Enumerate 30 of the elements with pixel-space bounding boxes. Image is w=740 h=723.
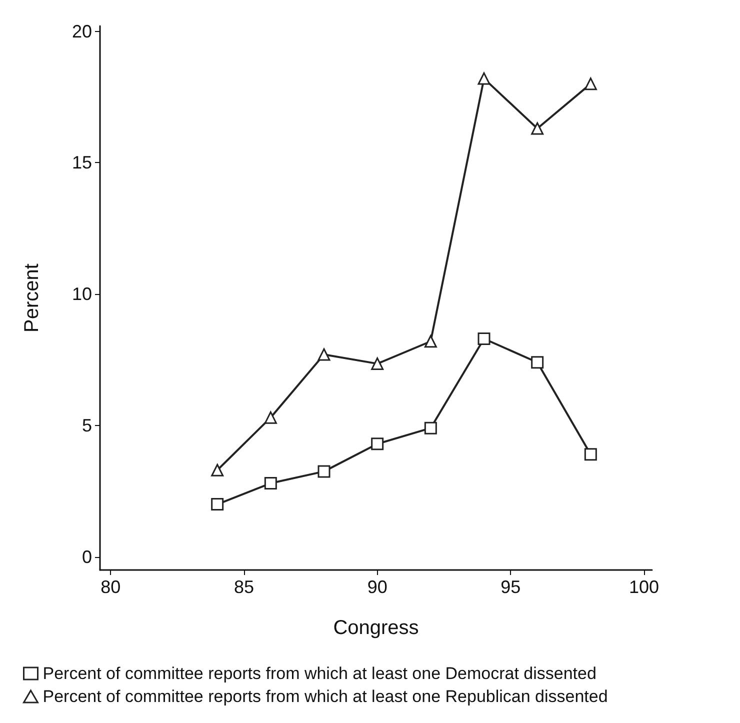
point: [371, 438, 384, 450]
point: [531, 122, 544, 135]
point: [584, 448, 597, 461]
x-axis-title: Congress: [333, 617, 419, 639]
x-tick-label: 85: [234, 577, 254, 597]
point: [318, 465, 330, 478]
y-tick-label: 0: [82, 546, 92, 567]
point: [584, 78, 597, 90]
legend-label: Percent of committee reports from which at least one Democrat dissented: [42, 664, 596, 683]
point: [478, 72, 490, 85]
point: [264, 477, 277, 490]
y-tick-label: 15: [72, 152, 92, 173]
point: [264, 411, 277, 424]
x-tick-label: 90: [367, 577, 388, 597]
point: [211, 498, 224, 511]
point: [318, 348, 330, 361]
x-tick-label: 100: [628, 577, 660, 597]
point: [424, 422, 437, 434]
y-tick-label: 5: [82, 415, 92, 436]
y-tick-label: 20: [72, 21, 92, 42]
x-tick-label: 80: [100, 577, 121, 597]
point: [424, 335, 437, 348]
y-axis-title: Percent: [21, 263, 43, 332]
point: [478, 332, 490, 345]
x-tick-label: 95: [500, 577, 521, 597]
point: [371, 357, 384, 370]
point: [531, 356, 544, 369]
point: [211, 464, 224, 476]
legend-label: Percent of committee reports from which at least one Republican dissented: [42, 687, 608, 706]
y-tick-label: 10: [72, 284, 92, 304]
